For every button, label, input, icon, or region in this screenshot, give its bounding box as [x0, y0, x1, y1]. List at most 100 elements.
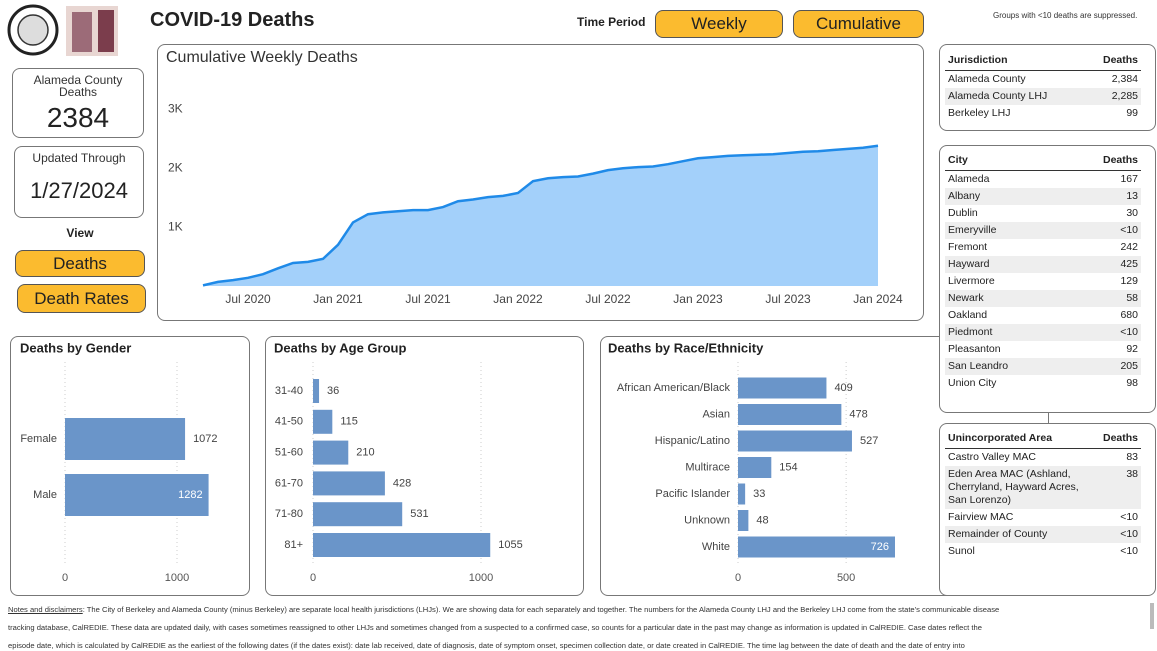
bar: [738, 457, 772, 478]
notes-line: tracking database, CalREDIE. These data …: [8, 623, 982, 632]
deaths-cell: 2,285: [1086, 88, 1141, 105]
value-label: 726: [871, 541, 889, 553]
name-cell: Fremont: [948, 241, 988, 253]
x-tick-label: Jan 2024: [853, 292, 903, 306]
name-cell: Alameda: [948, 173, 990, 185]
cumulative-button[interactable]: Cumulative: [793, 10, 924, 38]
deaths-cell: 92: [1126, 343, 1138, 355]
gender-chart-card: [10, 336, 250, 596]
x-tick-label: 500: [837, 572, 855, 584]
table-row: Sunol <10: [945, 543, 1141, 560]
value-label: 210: [356, 447, 374, 459]
column-header: City: [945, 151, 1066, 171]
table-row: Dublin 30: [945, 205, 1141, 222]
deaths-cell: 2,384: [1111, 73, 1138, 85]
x-tick-label: Jul 2023: [765, 292, 811, 306]
bar: [738, 404, 842, 425]
notes-line: Notes and disclaimers: The City of Berke…: [8, 605, 999, 614]
deaths-cell: <10: [1065, 324, 1141, 341]
category-label: Male: [33, 489, 57, 501]
notes-label[interactable]: Notes and disclaimers: [8, 605, 83, 614]
y-tick-label: 1K: [168, 219, 183, 233]
berkeley-logo-mark: [72, 12, 92, 52]
table: Unincorporated Area Deaths Castro Valley M…: [945, 429, 1141, 560]
jurisdiction-table: Jurisdiction Deaths Alameda County 2,384 Ala…: [945, 51, 1141, 122]
category-label: Hispanic/Latino: [655, 435, 730, 447]
name-cell: Oakland: [948, 309, 988, 321]
name-cell: Alameda County LHJ: [945, 88, 1087, 105]
table-row: Newark 58: [945, 290, 1141, 307]
table-row: Hayward 425: [945, 256, 1141, 273]
category-label: 61-70: [275, 477, 303, 489]
column-header: Deaths: [1086, 51, 1141, 71]
deaths-cell: 167: [1120, 173, 1138, 185]
value-label: 1072: [193, 433, 217, 445]
name-cell: Hayward: [945, 256, 1066, 273]
name-cell: Emeryville: [945, 222, 1066, 239]
charts: Cumulative Weekly Deaths 1K 2K 3K Jul 2020 Ja…: [20, 49, 903, 584]
weekly-button[interactable]: Weekly: [655, 10, 783, 38]
x-tick-label: Jul 2022: [585, 292, 631, 306]
kpi-value: 2384: [46, 102, 110, 133]
deaths-cell: <10: [1120, 545, 1138, 557]
name-cell: Remainder of County: [945, 526, 1100, 543]
kpi-label: Updated Through: [32, 151, 126, 165]
area-line: [202, 144, 879, 287]
category-label: Female: [20, 433, 57, 445]
x-tick-label: 0: [735, 572, 741, 584]
category-label: Asian: [702, 408, 730, 420]
deaths-cell: 38: [1099, 466, 1141, 509]
bar: [65, 418, 186, 460]
table-row: Union City 98: [945, 375, 1141, 392]
bar: [313, 502, 403, 527]
death-rates-button[interactable]: Death Rates: [17, 284, 146, 313]
bar: [738, 483, 746, 505]
category-label: White: [702, 541, 730, 553]
x-tick-label: Jul 2020: [225, 292, 271, 306]
view-label: View: [66, 226, 94, 240]
column-header: Jurisdiction: [945, 51, 1087, 71]
value-label: 154: [779, 461, 797, 473]
category-label: Multirace: [685, 461, 730, 473]
category-label: 81+: [284, 539, 303, 551]
scrollbar[interactable]: [1150, 603, 1154, 629]
deaths-button[interactable]: Deaths: [15, 250, 145, 277]
name-cell: Dublin: [948, 207, 978, 219]
name-cell: Union City: [948, 377, 997, 389]
value-label: 1055: [498, 539, 522, 551]
value-label: 115: [340, 416, 358, 428]
y-tick-label: 3K: [168, 102, 183, 116]
name-cell: Alameda County: [948, 73, 1026, 85]
table: City Deaths Alameda 167 Albany 13 Dublin 30 Emer…: [945, 151, 1141, 392]
name-cell: Piedmont: [945, 324, 1066, 341]
x-tick-label: 1000: [165, 572, 189, 584]
name-cell: Livermore: [948, 275, 995, 287]
area-fill: [203, 145, 878, 286]
kpi-label: Deaths: [58, 85, 98, 99]
bar: [313, 533, 491, 557]
time-period-label: Time Period: [577, 15, 646, 29]
bar: [313, 409, 333, 434]
name-cell: Fairview MAC: [948, 511, 1014, 523]
table-row: Oakland 680: [945, 307, 1141, 324]
category-label: 31-40: [275, 385, 303, 397]
bar: [738, 377, 827, 399]
table-row: Albany 13: [945, 188, 1141, 205]
deaths-cell: 425: [1065, 256, 1141, 273]
bar: [738, 536, 895, 558]
chart-title: Deaths by Age Group: [274, 340, 406, 355]
deaths-cell: 205: [1065, 358, 1141, 375]
category-label: 51-60: [275, 447, 303, 459]
x-tick-label: 0: [310, 572, 316, 584]
y-tick-label: 2K: [168, 160, 183, 174]
bar: [313, 379, 320, 403]
value-label: 428: [393, 477, 411, 489]
logos: [7, 4, 118, 56]
kpi-card: Updated Through 1/27/2024: [14, 146, 144, 218]
table-row: Alameda 167: [945, 171, 1141, 189]
table-row: Emeryville <10: [945, 222, 1141, 239]
deaths-cell: 98: [1126, 377, 1138, 389]
header-row: Jurisdiction Deaths: [945, 51, 1141, 71]
category-label: African American/Black: [617, 382, 731, 394]
deaths-cell: 680: [1120, 309, 1138, 321]
